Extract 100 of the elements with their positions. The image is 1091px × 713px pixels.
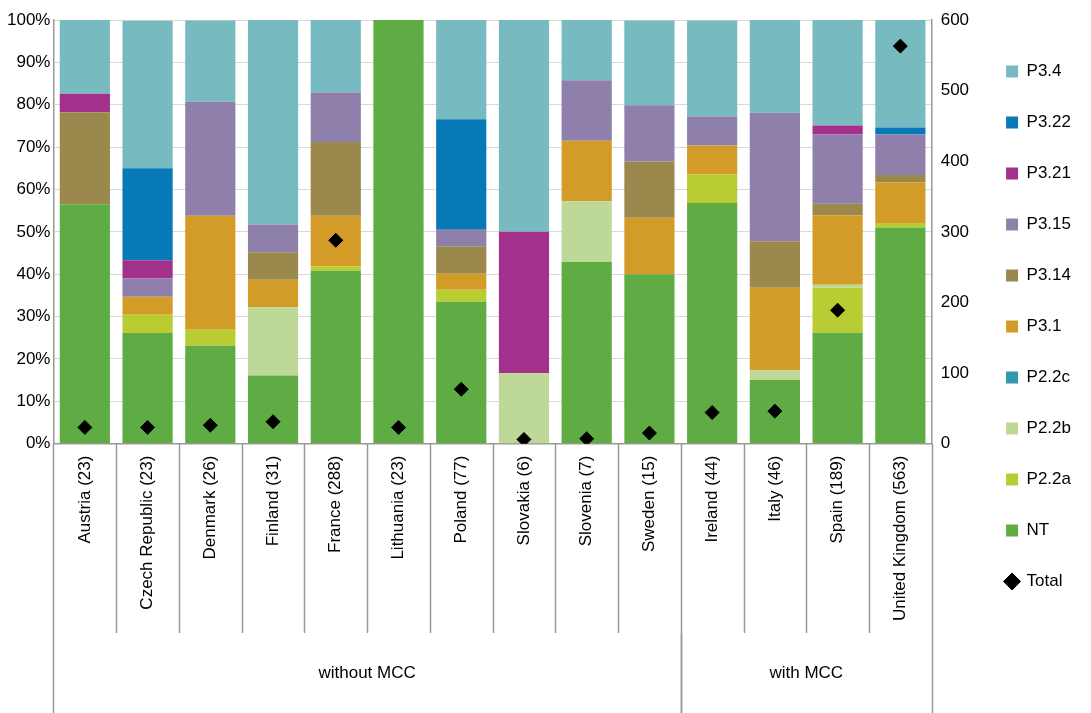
x-tick-label: Ireland (44): [701, 455, 721, 543]
bar: [310, 270, 361, 444]
bar: [247, 20, 299, 225]
point: [202, 417, 218, 433]
bar: [122, 168, 173, 261]
bar: [310, 142, 361, 216]
x-tick-label: Slovenia (7): [576, 455, 596, 547]
legend-label: P2.2b: [1026, 418, 1072, 438]
y2-tick-label: 500: [940, 80, 970, 100]
bar: [561, 261, 612, 444]
x-tick-label: Italy (46): [764, 455, 784, 522]
bar: [310, 215, 361, 267]
bar: [436, 246, 487, 274]
bar: [310, 92, 361, 143]
legend-label: P3.22: [1026, 112, 1072, 132]
y-tick-label: 60%: [16, 179, 51, 199]
bar: [59, 204, 110, 444]
bar: [247, 252, 299, 280]
bar: [185, 215, 236, 330]
legend-label: P3.15: [1026, 214, 1072, 234]
x-tick-label: Sweden (15): [639, 455, 659, 553]
text: without MCC: [317, 662, 416, 682]
bar: [122, 314, 173, 334]
bar: [624, 217, 675, 275]
bar: [875, 222, 926, 228]
bar: [687, 145, 738, 175]
point: [77, 419, 93, 435]
bar: [624, 274, 675, 444]
bar: [812, 287, 863, 333]
bar: [875, 175, 926, 183]
y2-tick-label: 300: [940, 221, 970, 241]
bar: [749, 287, 800, 371]
point: [140, 419, 156, 435]
bar: [122, 260, 173, 279]
bar: [310, 20, 361, 93]
y-tick-label: 30%: [16, 306, 51, 326]
legend-label: Total: [1026, 571, 1063, 591]
bar: [59, 93, 110, 113]
bar: [247, 307, 299, 376]
legend-label: P3.21: [1026, 163, 1072, 183]
bar: [875, 20, 926, 128]
bar: [561, 80, 612, 141]
y-tick-label: 10%: [16, 390, 51, 410]
bar: [749, 241, 800, 288]
bar: [498, 372, 550, 444]
bar: [687, 174, 738, 204]
y-tick-label: 50%: [16, 221, 51, 241]
bar: [498, 231, 550, 373]
y2-tick-label: 600: [940, 9, 970, 29]
bar: [436, 273, 487, 290]
bar: [624, 105, 675, 162]
bar: [373, 20, 424, 444]
bar: [812, 203, 863, 216]
x-tick-label: France (288): [325, 455, 345, 553]
bar: [749, 112, 800, 242]
y2-tick-label: 400: [940, 150, 970, 170]
bar: [310, 266, 361, 271]
bar: [749, 20, 800, 113]
y-tick-label: 20%: [16, 348, 51, 368]
x-tick-label: Finland (31): [262, 455, 282, 547]
bar: [812, 125, 863, 135]
bar: [185, 329, 236, 346]
legend-label: P3.1: [1026, 316, 1062, 336]
x-tick-label: Czech Republic (23): [137, 455, 157, 610]
legend-label: P3.4: [1026, 61, 1062, 81]
bar: [436, 20, 487, 120]
point: [704, 405, 720, 421]
y2-tick-label: 100: [940, 362, 970, 382]
bar: [624, 161, 675, 218]
bar: [812, 20, 863, 126]
bar: [436, 301, 487, 444]
point: [579, 431, 595, 444]
bar: [749, 370, 800, 381]
legend-label: P2.2c: [1026, 367, 1071, 387]
bar: [185, 345, 236, 444]
legend-label: P3.14: [1026, 265, 1072, 285]
y2-tick-label: 0: [940, 433, 951, 453]
bar: [498, 20, 550, 232]
x-tick-label: Slovakia (6): [513, 455, 533, 546]
bar: [561, 201, 612, 262]
bar: [812, 284, 863, 288]
legend-label: P2.2a: [1026, 469, 1072, 489]
y-tick-label: 0%: [25, 433, 51, 453]
legend-label: NT: [1026, 520, 1050, 540]
bar: [122, 278, 173, 297]
point: [892, 38, 908, 54]
text: with MCC: [768, 662, 844, 682]
bar: [122, 20, 173, 169]
y-tick-label: 100%: [7, 9, 51, 29]
y-tick-label: 70%: [16, 136, 51, 156]
bar: [436, 229, 487, 247]
bar: [247, 375, 299, 444]
bar: [875, 134, 926, 176]
bar: [749, 380, 800, 444]
y-tick-label: 90%: [16, 52, 51, 72]
y-tick-label: 40%: [16, 263, 51, 283]
point: [265, 414, 281, 430]
point: [391, 419, 406, 435]
bar: [122, 296, 173, 315]
bar: [59, 20, 110, 94]
